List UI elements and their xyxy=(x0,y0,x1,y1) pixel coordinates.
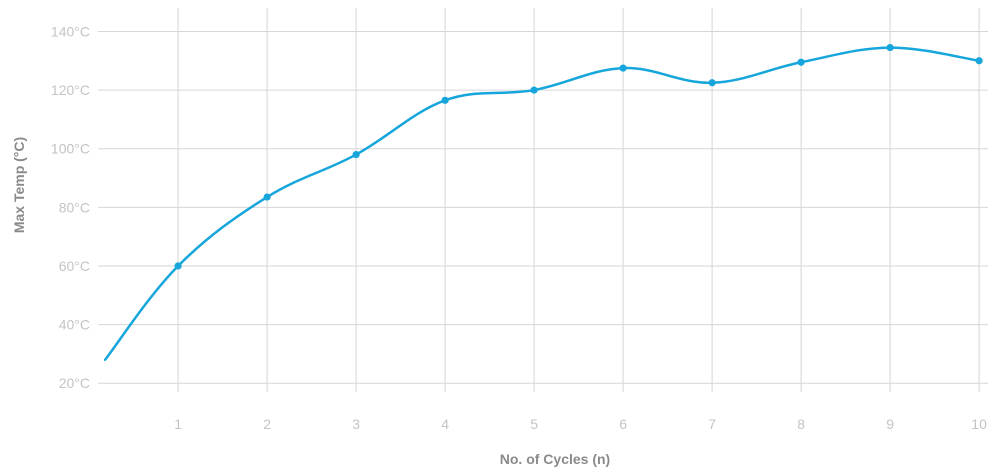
series-line xyxy=(103,46,981,362)
data-point[interactable] xyxy=(619,64,627,72)
y-tick-label: 80°C xyxy=(59,199,90,215)
y-tick-label: 100°C xyxy=(51,141,90,157)
y-tick-label: 20°C xyxy=(59,375,90,391)
data-point[interactable] xyxy=(886,43,894,52)
series-lines xyxy=(103,46,981,362)
x-tick-label: 2 xyxy=(263,416,271,432)
series-points xyxy=(174,43,983,270)
y-axis-label: Max Temp (°C) xyxy=(11,137,27,233)
data-point[interactable] xyxy=(530,86,538,94)
horizontal-gridlines xyxy=(98,30,988,384)
y-tick-label: 140°C xyxy=(51,23,90,39)
vertical-gridlines xyxy=(177,8,980,392)
x-tick-label: 10 xyxy=(971,416,987,432)
y-tick-label: 60°C xyxy=(59,258,90,274)
x-tick-label: 1 xyxy=(174,416,182,432)
x-tick-label: 8 xyxy=(797,416,805,432)
y-axis-tick-labels: 20°C 40°C 60°C 80°C 100°C 120°C 140°C xyxy=(51,23,90,391)
data-point[interactable] xyxy=(352,150,360,159)
x-tick-label: 3 xyxy=(352,416,360,432)
data-point[interactable] xyxy=(441,96,449,104)
x-tick-label: 9 xyxy=(886,416,894,432)
data-point[interactable] xyxy=(263,193,271,201)
data-point[interactable] xyxy=(797,58,805,66)
y-tick-label: 40°C xyxy=(59,317,90,333)
y-tick-label: 120°C xyxy=(51,82,90,98)
x-axis-tick-labels: 1 2 3 4 5 6 7 8 9 10 xyxy=(174,416,987,432)
x-axis-label: No. of Cycles (n) xyxy=(500,451,610,467)
x-tick-label: 7 xyxy=(708,416,716,432)
data-point[interactable] xyxy=(975,57,983,65)
x-tick-label: 4 xyxy=(441,416,449,432)
data-point[interactable] xyxy=(174,262,182,270)
x-tick-label: 5 xyxy=(530,416,538,432)
x-tick-label: 6 xyxy=(619,416,627,432)
data-point[interactable] xyxy=(708,79,716,87)
